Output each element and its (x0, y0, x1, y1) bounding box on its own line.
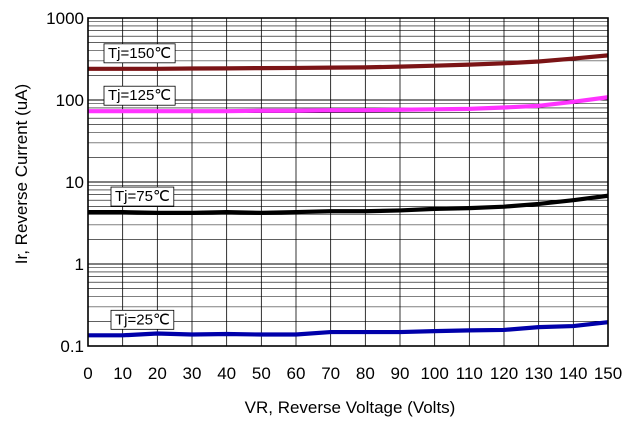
x-tick-label-13: 130 (524, 364, 552, 383)
series-label-2: Tj=75℃ (115, 188, 170, 205)
x-tick-label-14: 140 (559, 364, 587, 383)
x-tick-label-2: 20 (148, 364, 167, 383)
x-tick-label-15: 150 (594, 364, 622, 383)
x-tick-label-11: 110 (456, 364, 483, 383)
x-axis-title: VR, Reverse Voltage (Volts) (245, 398, 456, 417)
x-tick-label-4: 40 (217, 364, 236, 383)
series-labels: Tj=150℃ Tj=125℃ Tj=75℃ Tj=25℃ (104, 44, 175, 329)
y-axis-title: Ir, Reverse Current (uA) (12, 84, 31, 264)
x-tick-label-6: 60 (287, 364, 306, 383)
series-label-3: Tj=25℃ (115, 311, 170, 328)
x-tick-label-7: 70 (321, 364, 340, 383)
series-label-1: Tj=125℃ (108, 87, 171, 104)
y-tick-label-4: 1000 (46, 9, 84, 28)
x-tick-label-1: 10 (113, 364, 132, 383)
y-tick-label-0: 0.1 (60, 337, 84, 356)
x-tick-label-10: 100 (420, 364, 448, 383)
x-tick-label-8: 80 (356, 364, 375, 383)
x-tick-label-5: 50 (252, 364, 271, 383)
series-label-0: Tj=150℃ (108, 45, 171, 62)
y-tick-label-1: 1 (75, 255, 84, 274)
y-tick-label-3: 100 (56, 91, 84, 110)
x-tick-label-3: 30 (183, 364, 202, 383)
x-tick-label-9: 90 (391, 364, 410, 383)
x-tick-label-12: 120 (490, 364, 518, 383)
x-tick-label-0: 0 (83, 364, 92, 383)
x-tick-labels: 0 10 20 30 40 50 60 70 80 90 100 110 120 130 140 150 (83, 364, 622, 383)
y-tick-labels: 0.1 1 10 100 1000 (46, 9, 84, 356)
y-tick-label-2: 10 (65, 173, 84, 192)
